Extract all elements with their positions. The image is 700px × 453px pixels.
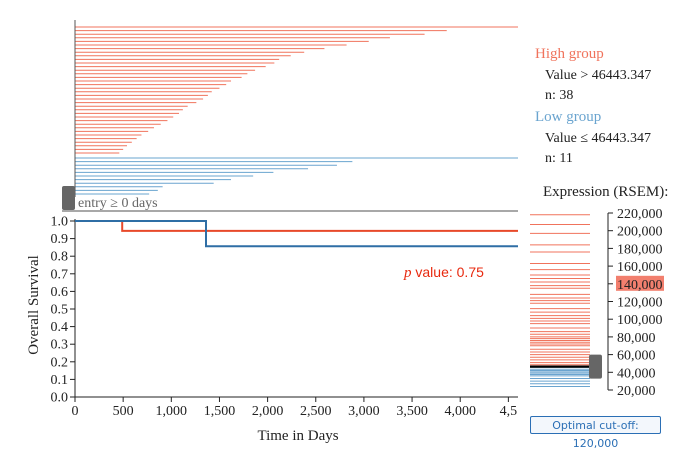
expression-tick-label: 180,000 [617,242,663,257]
y-tick-label: 0.9 [51,232,69,247]
expression-tick-label: 60,000 [617,349,656,364]
expression-tick-label: 200,000 [617,225,663,240]
x-tick-label: 500 [113,404,134,419]
x-tick-label: 1,500 [204,404,236,419]
expression-title: Expression (RSEM): [543,184,668,200]
y-tick-label: 0.0 [51,391,69,406]
x-tick-label: 3,000 [348,404,380,419]
expression-tick-label: 140,000 [617,278,663,293]
expression-axis: 220,000 200,000 180,000 160,000 140,000 120,0… [530,207,664,399]
legend: High group Value > 46443.347 n: 38 Low g… [535,46,651,166]
expression-tick-label: 80,000 [617,331,656,346]
x-tick-label: 4,000 [444,404,476,419]
expression-tick-label: 120,000 [617,296,663,311]
expression-tick-label: 20,000 [617,384,656,399]
high-group-curve [75,220,518,232]
y-axis-label: Overall Survival [26,255,42,355]
x-axis-label: Time in Days [257,428,338,444]
y-tick-label: 0.8 [51,250,69,265]
expression-tick-label: 100,000 [617,313,663,328]
x-tick-label: 2,000 [252,404,284,419]
x-tick-label: 4,5 [500,404,518,419]
high-group-title: High group [535,46,604,62]
y-tick-label: 1.0 [51,215,69,230]
entry-slider-handle[interactable] [62,186,75,210]
km-plot: 0 500 1,000 1,500 2,000 2,500 3,000 3,500 4,000 4… [51,215,518,419]
swimlane-plot [74,20,518,197]
expression-tick-highlight [616,275,664,291]
y-tick-label: 0.2 [51,355,69,370]
y-tick-label: 0.3 [51,338,69,353]
y-tick-label: 0.4 [51,320,69,335]
optimal-cutoff-button[interactable]: Optimal cut-off: 120,000 [530,416,661,450]
entry-label: entry ≥ 0 days [78,196,158,211]
y-tick-label: 0.5 [51,303,69,318]
x-tick-label: 2,500 [300,404,332,419]
cutoff-slider-handle[interactable] [589,354,602,379]
low-group-title: Low group [535,109,601,125]
expression-tick-label: 220,000 [617,207,663,222]
y-tick-label: 0.7 [51,267,69,282]
x-tick-label: 3,500 [396,404,428,419]
low-group-curve [75,220,518,248]
high-group-value: Value > 46443.347 [545,68,651,83]
expression-tick-label: 160,000 [617,260,663,275]
x-tick-label: 1,000 [156,404,188,419]
y-tick-label: 0.1 [51,373,69,388]
y-tick-label: 0.6 [51,285,69,300]
low-group-n: n: 11 [545,151,573,166]
x-tick-label: 0 [72,404,79,419]
p-value-text: value: 0.75 [412,264,485,280]
p-value-label: p value: 0.75 [403,264,484,281]
low-group-value: Value ≤ 46443.347 [545,131,651,146]
p-value-prefix: p [403,265,412,281]
expression-tick-label: 40,000 [617,366,656,381]
high-group-n: n: 38 [545,88,573,103]
